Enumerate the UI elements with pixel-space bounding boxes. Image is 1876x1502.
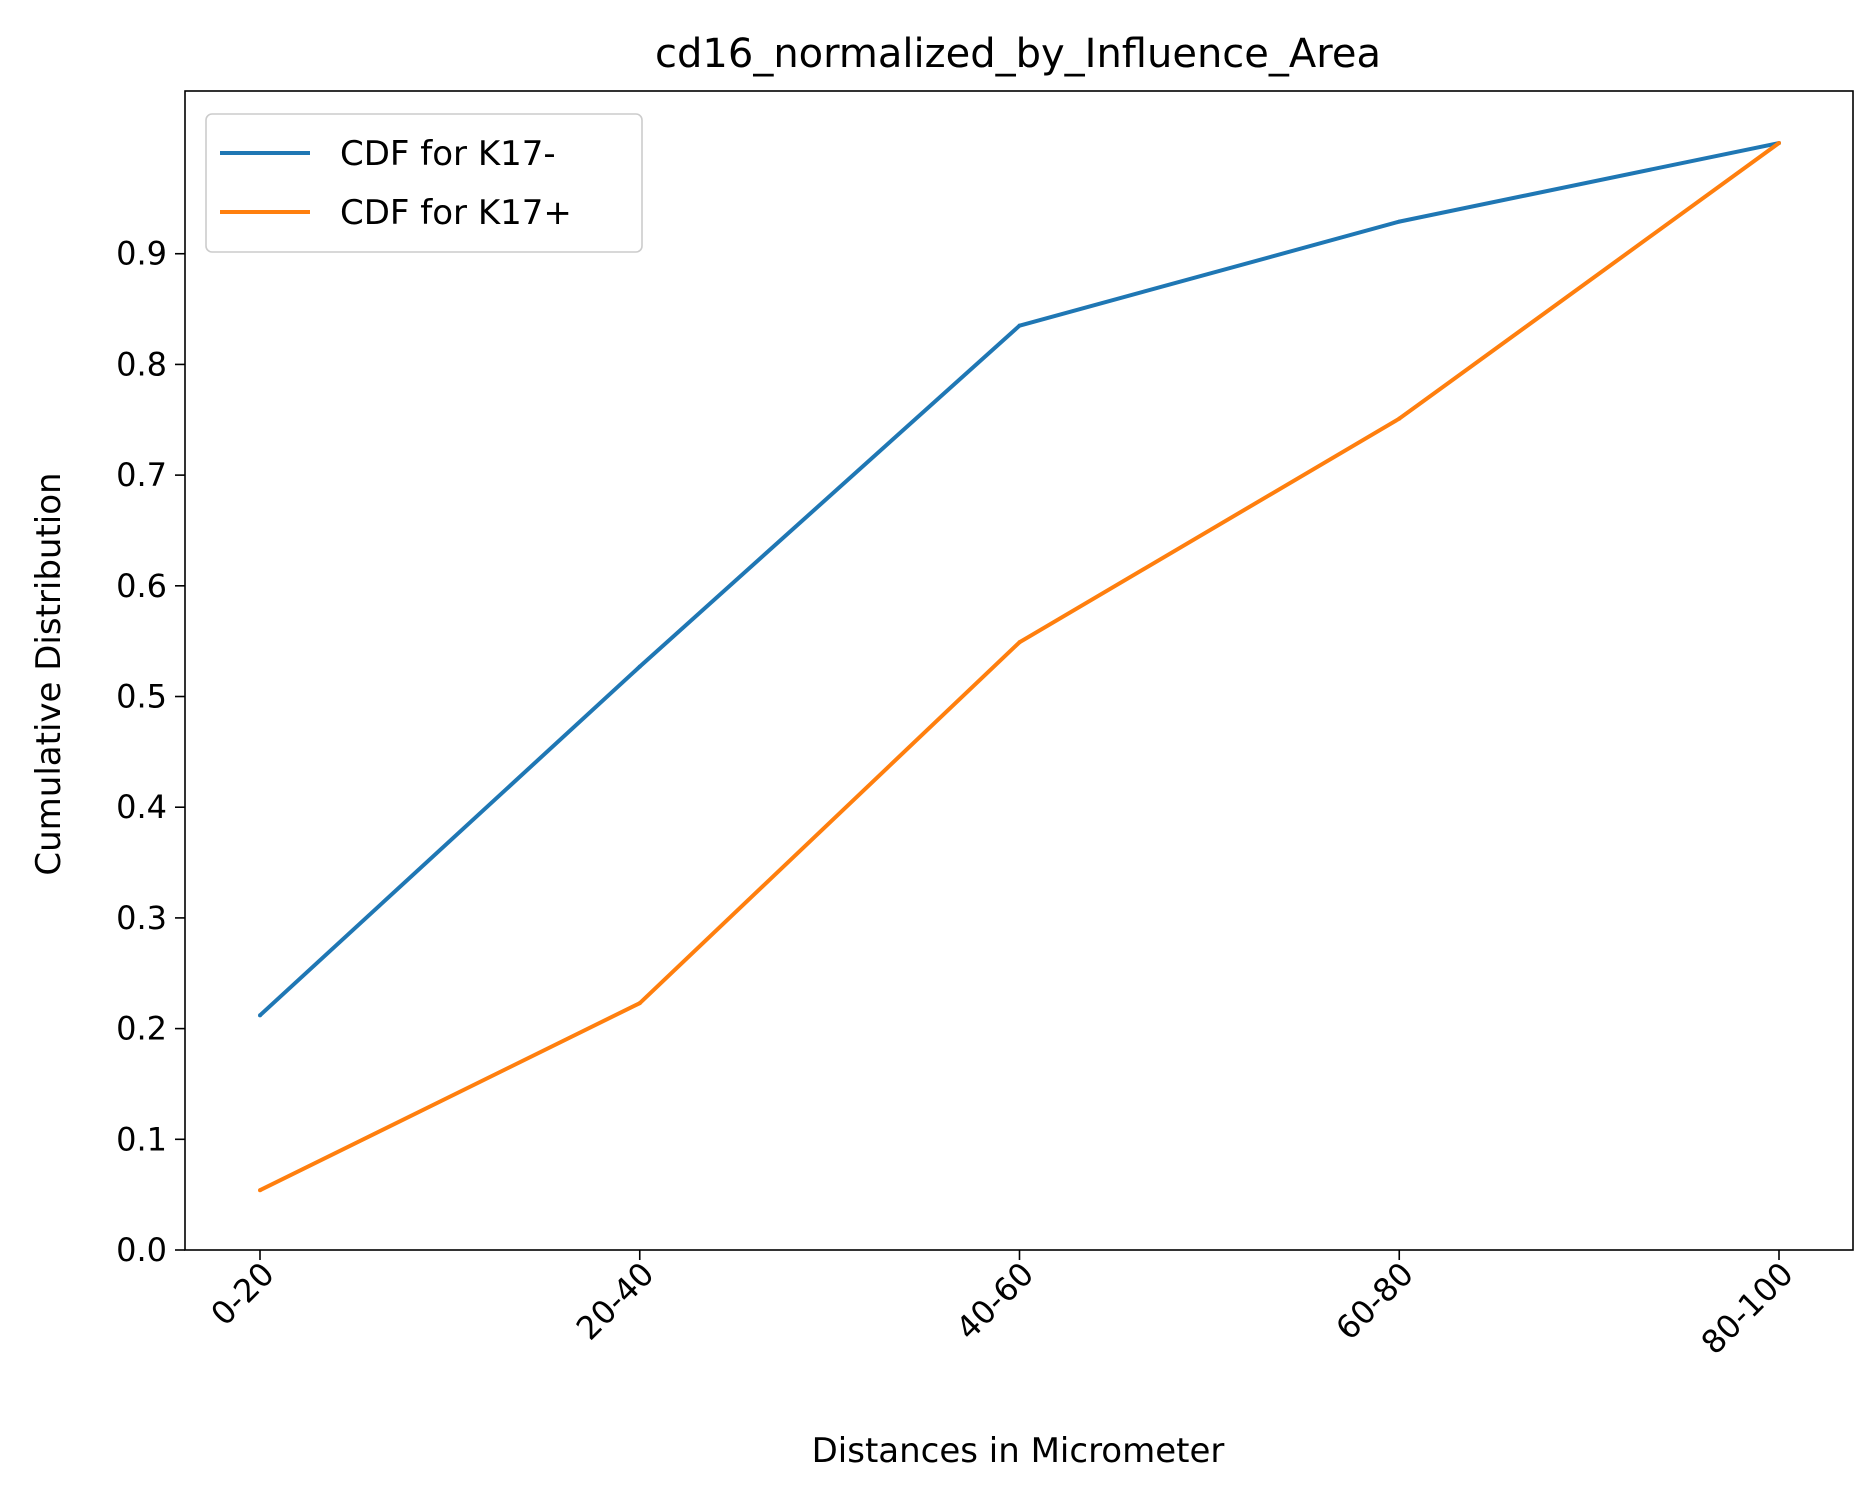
data-point	[1397, 219, 1402, 224]
x-axis-label: Distances in Micrometer	[812, 1431, 1225, 1471]
legend-label-k17-positive: CDF for K17+	[340, 193, 572, 233]
y-tick-label: 0.9	[116, 235, 167, 273]
y-tick-label: 0.0	[116, 1231, 167, 1269]
y-axis-ticks: 0.0 0.1 0.2 0.3 0.4 0.5 0.6 0.7 0.8 0.9	[116, 235, 185, 1269]
legend-label-k17-negative: CDF for K17-	[340, 134, 556, 174]
data-point	[258, 1013, 262, 1018]
data-point	[258, 1188, 262, 1193]
y-tick-label: 0.7	[116, 456, 167, 494]
legend: CDF for K17- CDF for K17+	[205, 113, 643, 253]
series-lines	[258, 141, 1781, 1193]
data-point	[1017, 640, 1022, 645]
y-tick-label: 0.4	[116, 788, 167, 826]
y-tick-label: 0.6	[116, 567, 167, 605]
y-tick-label: 0.2	[116, 1010, 167, 1048]
y-tick-label: 0.5	[116, 678, 167, 716]
data-point	[1777, 141, 1781, 146]
legend-box	[205, 113, 643, 253]
data-point	[1017, 323, 1022, 328]
y-axis-label: Cumulative Distribution	[29, 472, 69, 875]
y-tick-label: 0.8	[116, 345, 167, 383]
data-point	[637, 664, 642, 669]
data-point	[637, 1001, 642, 1006]
chart-title: cd16_normalized_by_Influence_Area	[655, 31, 1381, 77]
y-tick-label: 0.3	[116, 899, 167, 937]
y-tick-label: 0.1	[116, 1120, 167, 1158]
data-point	[1397, 416, 1402, 421]
